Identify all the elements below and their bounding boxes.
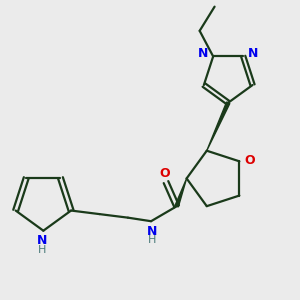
Text: O: O [159,167,169,180]
Text: H: H [38,245,46,255]
Polygon shape [175,178,187,207]
Text: N: N [248,47,258,60]
Text: H: H [148,235,157,245]
Text: N: N [36,234,47,247]
Text: O: O [245,154,255,167]
Text: N: N [147,225,158,238]
Polygon shape [207,102,230,151]
Text: N: N [198,47,208,60]
